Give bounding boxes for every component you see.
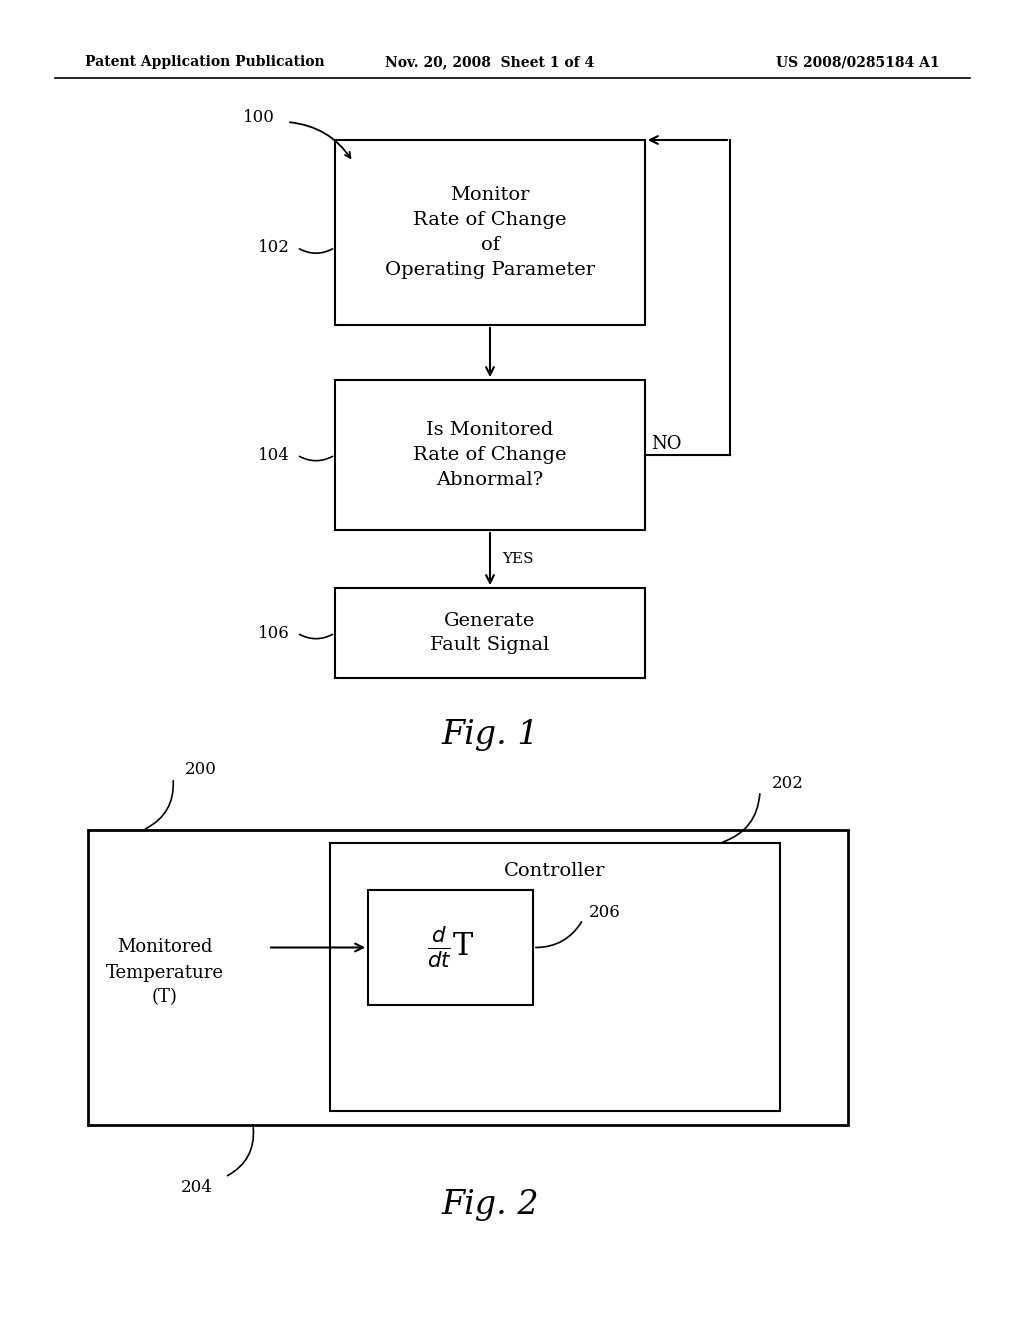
Bar <box>335 140 645 325</box>
Text: Fig. 2: Fig. 2 <box>441 1189 539 1221</box>
Text: 106: 106 <box>258 624 290 642</box>
Bar <box>88 830 848 1125</box>
Text: Nov. 20, 2008  Sheet 1 of 4: Nov. 20, 2008 Sheet 1 of 4 <box>385 55 595 69</box>
Bar <box>330 843 780 1111</box>
Text: 202: 202 <box>772 775 804 792</box>
Text: 102: 102 <box>258 239 290 256</box>
Text: Monitored
Temperature
(T): Monitored Temperature (T) <box>106 939 224 1006</box>
Bar <box>335 380 645 531</box>
Text: 204: 204 <box>181 1179 213 1196</box>
Text: $\frac{d}{dt}$T: $\frac{d}{dt}$T <box>427 924 474 970</box>
Text: NO: NO <box>651 436 682 453</box>
Text: 104: 104 <box>258 446 290 463</box>
Text: 206: 206 <box>589 904 621 921</box>
Text: 100: 100 <box>243 110 275 127</box>
Text: Is Monitored
Rate of Change
Abnormal?: Is Monitored Rate of Change Abnormal? <box>414 421 566 488</box>
Text: Fig. 1: Fig. 1 <box>441 719 539 751</box>
Text: Generate
Fault Signal: Generate Fault Signal <box>430 611 550 655</box>
Text: US 2008/0285184 A1: US 2008/0285184 A1 <box>776 55 940 69</box>
Text: Patent Application Publication: Patent Application Publication <box>85 55 325 69</box>
Text: 200: 200 <box>185 762 217 779</box>
Bar <box>335 587 645 678</box>
Text: Controller: Controller <box>504 862 605 880</box>
Bar <box>368 890 534 1005</box>
Text: YES: YES <box>502 552 534 566</box>
Text: Monitor
Rate of Change
of
Operating Parameter: Monitor Rate of Change of Operating Para… <box>385 186 595 279</box>
